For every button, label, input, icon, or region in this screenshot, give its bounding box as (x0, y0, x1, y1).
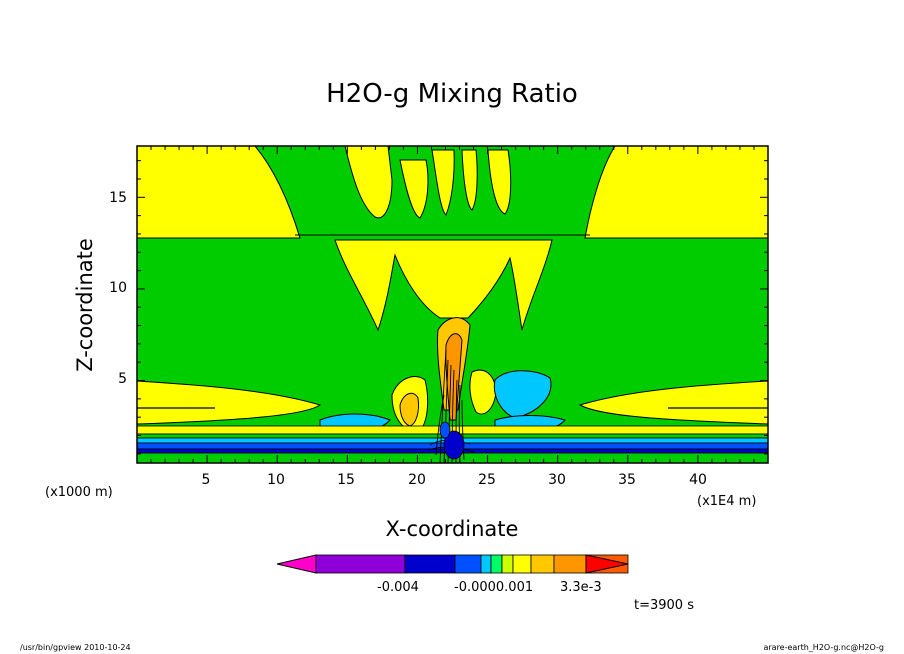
axis-ticks (137, 146, 768, 463)
x-tick-label: 20 (408, 472, 426, 488)
y-tick-label: 5 (118, 371, 127, 387)
colorbar-end-left (276, 554, 317, 574)
colorbar-swatch (315, 554, 406, 574)
colorbar-label: -0.004 (377, 580, 419, 595)
chart-title: H2O-g Mixing Ratio (326, 79, 578, 109)
x-tick-label: 40 (689, 472, 707, 488)
contour-region (493, 370, 552, 419)
colorbar-swatch (512, 554, 532, 574)
colorbar-label: 3.3e-3 (560, 580, 602, 595)
colorbar-label: -0.0000.001 (454, 580, 533, 595)
contour-region (487, 149, 512, 215)
contour-region (344, 146, 393, 219)
plot-frame (136, 145, 769, 464)
contour-region (137, 146, 301, 239)
x-tick-label: 5 (202, 472, 211, 488)
contour-region (399, 392, 419, 427)
y-unit-label: (x1000 m) (45, 485, 113, 500)
y-axis-label: Z-coordinate (73, 238, 97, 372)
footer-left: /usr/bin/gpview 2010-10-24 (20, 643, 131, 652)
y-tick-label: 15 (109, 190, 127, 206)
x-tick-label: 10 (267, 472, 285, 488)
colorbar-swatch (553, 554, 587, 574)
contour-region (439, 421, 451, 439)
y-tick-labels: 5 10 15 (109, 190, 127, 387)
contour-region (469, 369, 497, 415)
contour-region (443, 430, 465, 460)
footer-right: arare-earth_H2O-g.nc@H2O-g (763, 643, 884, 652)
x-tick-label: 25 (478, 472, 496, 488)
colorbar-swatch (501, 554, 514, 574)
colorbar-swatch (490, 554, 503, 574)
contour-region (578, 380, 768, 425)
plot-area (136, 145, 769, 464)
contour-region (137, 380, 322, 425)
contour-region (461, 149, 478, 211)
colorbar (276, 554, 629, 574)
colorbar-swatch (480, 554, 492, 574)
x-tick-label: 30 (548, 472, 566, 488)
contour-region (584, 146, 768, 239)
contour-field (137, 146, 768, 463)
colorbar-swatch (530, 554, 555, 574)
colorbar-end-right (585, 554, 629, 574)
y-tick-label: 10 (109, 280, 127, 296)
time-label: t=3900 s (634, 598, 694, 613)
contour-region (431, 149, 455, 216)
x-tick-labels: 5 10 15 20 25 30 35 40 (202, 472, 707, 488)
colorbar-swatch (454, 554, 482, 574)
contour-region (399, 159, 429, 219)
x-tick-label: 35 (618, 472, 636, 488)
colorbar-swatch (404, 554, 456, 574)
x-unit-label: (x1E4 m) (697, 494, 756, 509)
x-axis-label: X-coordinate (386, 517, 519, 541)
x-tick-label: 15 (337, 472, 355, 488)
